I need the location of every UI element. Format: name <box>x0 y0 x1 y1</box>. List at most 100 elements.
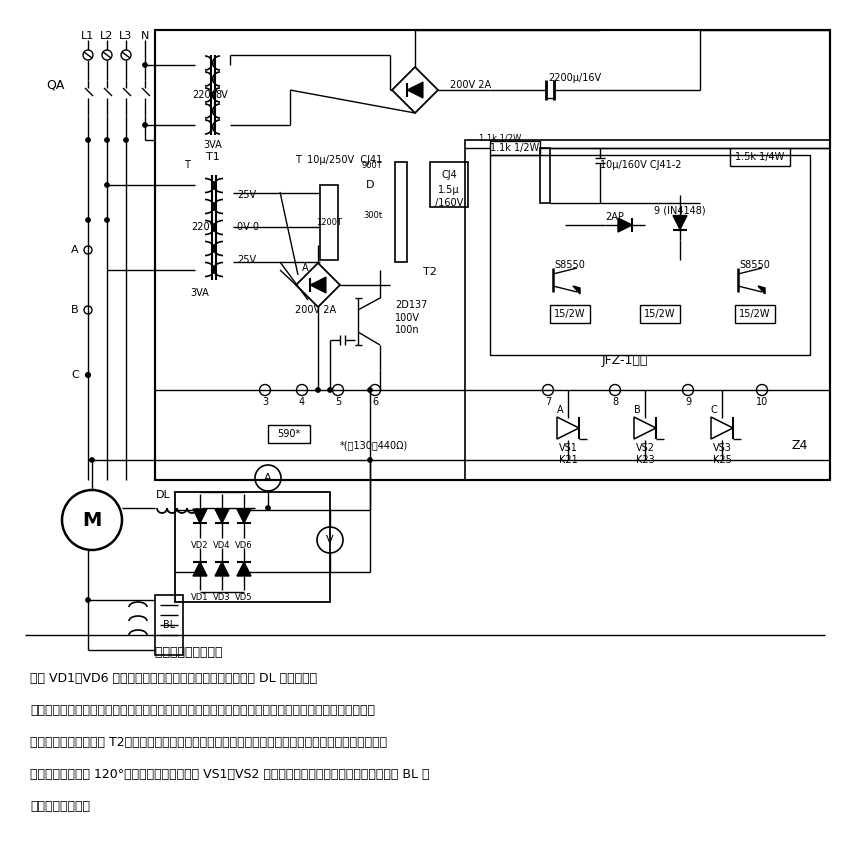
Text: 4: 4 <box>299 397 305 407</box>
Text: VD5: VD5 <box>235 593 252 603</box>
Text: *(实130～440Ω): *(实130～440Ω) <box>340 440 408 450</box>
Text: 25V: 25V <box>237 255 256 265</box>
Text: B: B <box>634 405 640 415</box>
Text: QA: QA <box>46 79 64 92</box>
Text: 220V: 220V <box>191 222 217 232</box>
Bar <box>490 155 810 355</box>
Text: 8V: 8V <box>216 90 229 100</box>
Bar <box>730 148 790 166</box>
Circle shape <box>86 372 91 377</box>
Bar <box>735 305 775 323</box>
Text: 1.1k 1/2W: 1.1k 1/2W <box>490 143 540 153</box>
Text: 300t: 300t <box>363 211 382 219</box>
Text: A: A <box>302 263 308 273</box>
Text: 7: 7 <box>545 397 551 407</box>
Text: T  10μ/250V  CJ41: T 10μ/250V CJ41 <box>295 155 382 165</box>
Text: Z4: Z4 <box>792 438 808 451</box>
Bar <box>550 305 590 323</box>
Circle shape <box>104 217 109 223</box>
Polygon shape <box>237 509 251 523</box>
Circle shape <box>86 597 91 603</box>
Text: /160V: /160V <box>435 198 463 208</box>
Circle shape <box>142 122 147 128</box>
Text: V: V <box>326 535 334 545</box>
Text: S8550: S8550 <box>739 260 771 270</box>
Bar <box>430 162 468 207</box>
Text: K23: K23 <box>635 455 655 465</box>
Text: 9: 9 <box>685 397 691 407</box>
Text: 6: 6 <box>372 397 378 407</box>
Bar <box>640 305 680 323</box>
Polygon shape <box>193 562 207 576</box>
Text: VD3: VD3 <box>213 593 231 603</box>
Text: 2AP: 2AP <box>606 212 624 222</box>
Text: 限制起动电流用。: 限制起动电流用。 <box>30 800 90 813</box>
Bar <box>540 148 550 203</box>
Text: T: T <box>184 160 190 170</box>
Text: 900T: 900T <box>362 161 382 169</box>
Polygon shape <box>237 562 251 576</box>
Polygon shape <box>618 218 632 232</box>
Text: 25V: 25V <box>237 190 256 200</box>
Text: A: A <box>71 245 79 255</box>
Text: A: A <box>264 473 272 483</box>
Text: 100V: 100V <box>395 313 420 323</box>
Text: L1: L1 <box>81 31 95 41</box>
Circle shape <box>315 388 320 393</box>
Text: 0V 0: 0V 0 <box>237 222 259 232</box>
Circle shape <box>104 138 109 142</box>
Circle shape <box>104 182 109 187</box>
Circle shape <box>265 506 270 510</box>
Text: 590*: 590* <box>277 429 301 439</box>
Polygon shape <box>573 286 580 294</box>
Text: 10μ/160V CJ41-2: 10μ/160V CJ41-2 <box>600 160 682 170</box>
Text: 大，输出三个互差 120°的触发脉冲，控制改变 VS1～VS2 的逆变角达到调速目的。图中频敏变阻器 BL 作: 大，输出三个互差 120°的触发脉冲，控制改变 VS1～VS2 的逆变角达到调速… <box>30 768 429 781</box>
Text: 220V: 220V <box>192 90 218 100</box>
Bar <box>175 492 330 602</box>
Text: N: N <box>141 31 149 41</box>
Text: VD4: VD4 <box>213 542 230 550</box>
Text: BL: BL <box>163 620 175 630</box>
Text: 图中 VD1～VD6 三相整流桥输出电压的正极，经平波电抗器 DL 接电机定子: 图中 VD1～VD6 三相整流桥输出电压的正极，经平波电抗器 DL 接电机定子 <box>30 672 317 685</box>
Text: VS1: VS1 <box>558 443 578 453</box>
Text: 200V 2A: 200V 2A <box>450 80 491 90</box>
Bar <box>320 185 338 260</box>
Text: 3VA: 3VA <box>203 140 222 150</box>
Text: T2: T2 <box>423 267 437 277</box>
Text: K25: K25 <box>712 455 732 465</box>
Bar <box>490 141 540 155</box>
Text: CJ4: CJ4 <box>441 170 457 180</box>
Text: 5: 5 <box>335 397 341 407</box>
Text: M: M <box>82 510 102 530</box>
Text: 可控硅串级调速电路: 可控硅串级调速电路 <box>155 645 231 658</box>
Text: VS2: VS2 <box>635 443 655 453</box>
Polygon shape <box>310 277 326 293</box>
Text: 8: 8 <box>612 397 618 407</box>
Bar <box>268 425 310 443</box>
Text: 1.5μ: 1.5μ <box>438 185 460 195</box>
Polygon shape <box>673 216 687 229</box>
Text: JFZ-1模块: JFZ-1模块 <box>602 354 648 366</box>
Text: L2: L2 <box>100 31 113 41</box>
Bar <box>155 595 183 655</box>
Bar <box>465 140 830 480</box>
Text: 1.1k 1/2W: 1.1k 1/2W <box>479 134 521 142</box>
Text: VD2: VD2 <box>191 542 208 550</box>
Circle shape <box>90 457 95 462</box>
Circle shape <box>328 388 333 393</box>
Polygon shape <box>758 286 765 294</box>
Circle shape <box>142 62 147 68</box>
Text: L3: L3 <box>119 31 133 41</box>
Text: 将移相桥输出接变压器 T2，其副边经列相将单相电源分列成对称的三相电，作为触发同步信号，经整形放: 将移相桥输出接变压器 T2，其副边经列相将单相电源分列成对称的三相电，作为触发同… <box>30 736 387 749</box>
Text: VS3: VS3 <box>712 443 732 453</box>
Text: 3: 3 <box>262 397 268 407</box>
Polygon shape <box>407 82 423 98</box>
Text: 2D137: 2D137 <box>395 300 428 310</box>
Circle shape <box>86 372 91 377</box>
Text: B: B <box>71 305 79 315</box>
Text: C: C <box>71 370 79 380</box>
Text: DL: DL <box>156 490 170 500</box>
Circle shape <box>368 388 373 393</box>
Text: 零线。负极接逆变器阳极，将电机转子交流电压变为直流电压，作为可控硅逆变器的直流电源。触发电路: 零线。负极接逆变器阳极，将电机转子交流电压变为直流电压，作为可控硅逆变器的直流电… <box>30 704 375 717</box>
Text: C: C <box>711 405 717 415</box>
